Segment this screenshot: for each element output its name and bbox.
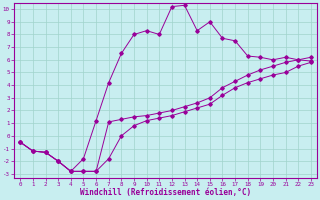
X-axis label: Windchill (Refroidissement éolien,°C): Windchill (Refroidissement éolien,°C) — [80, 188, 251, 197]
